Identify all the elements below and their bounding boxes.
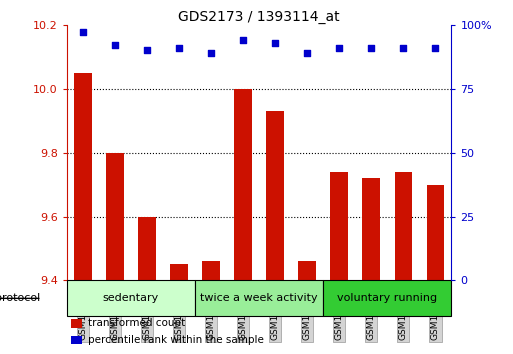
Point [303, 50, 311, 56]
Point [143, 47, 151, 53]
Bar [70, 336, 82, 344]
Bar [363, 178, 380, 280]
FancyBboxPatch shape [67, 280, 195, 316]
Point [335, 45, 343, 51]
Point [431, 45, 440, 51]
Text: transformed count: transformed count [88, 318, 185, 328]
Bar [427, 184, 444, 280]
Point [207, 50, 215, 56]
Bar [266, 111, 284, 280]
Bar [74, 73, 91, 280]
Point [239, 37, 247, 43]
Bar [202, 261, 220, 280]
Text: percentile rank within the sample: percentile rank within the sample [88, 335, 264, 345]
Text: sedentary: sedentary [103, 293, 159, 303]
Bar [330, 172, 348, 280]
Point [399, 45, 407, 51]
Text: protocol: protocol [0, 293, 40, 303]
Point [175, 45, 183, 51]
Text: twice a week activity: twice a week activity [200, 293, 318, 303]
Bar [138, 217, 155, 280]
Bar [394, 172, 412, 280]
Point [367, 45, 376, 51]
Point [271, 40, 279, 46]
Bar [170, 264, 188, 280]
Bar [299, 261, 316, 280]
Text: voluntary running: voluntary running [337, 293, 438, 303]
Bar [70, 319, 82, 327]
Point [111, 42, 119, 48]
FancyBboxPatch shape [195, 280, 323, 316]
Point [78, 30, 87, 35]
FancyBboxPatch shape [323, 280, 451, 316]
Title: GDS2173 / 1393114_at: GDS2173 / 1393114_at [178, 10, 340, 24]
Bar [234, 89, 252, 280]
Bar [106, 153, 124, 280]
